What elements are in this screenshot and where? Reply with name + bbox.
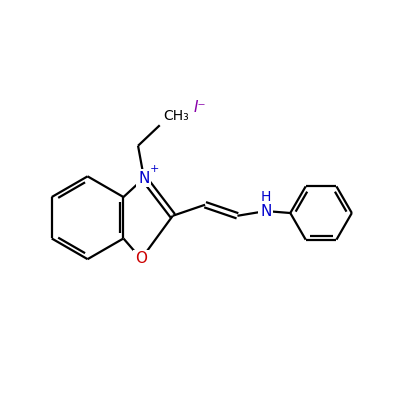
- Text: O: O: [135, 252, 147, 266]
- Text: CH₃: CH₃: [163, 109, 189, 123]
- Text: +: +: [150, 164, 159, 174]
- Text: H: H: [261, 190, 271, 204]
- Text: I⁻: I⁻: [194, 100, 206, 115]
- Text: N: N: [260, 204, 272, 218]
- Text: N: N: [138, 171, 150, 186]
